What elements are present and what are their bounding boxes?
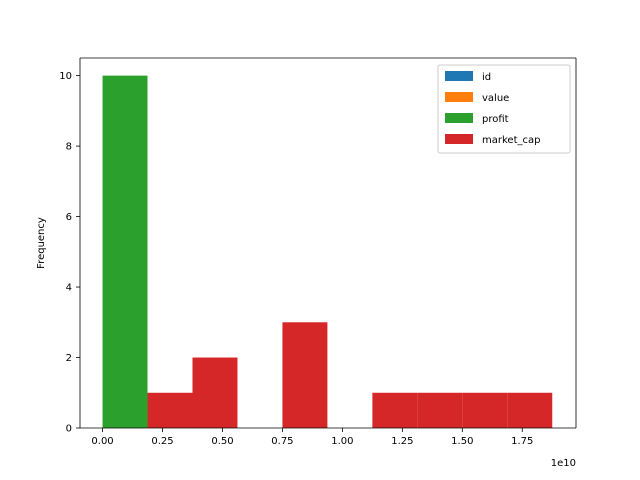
x-axis-offset-label: 1e10: [551, 458, 576, 469]
bar-market-cap-7: [462, 392, 508, 428]
bar-profit-0: [102, 75, 148, 428]
x-tick-label: 0.75: [271, 436, 293, 447]
legend-label-id: id: [482, 72, 491, 83]
legend: id value profit market_cap: [437, 64, 571, 154]
y-tick-label: 10: [59, 71, 72, 82]
legend-swatch-id: [445, 71, 473, 81]
legend-swatch-profit: [445, 113, 473, 123]
bar-market-cap-3: [282, 322, 328, 428]
legend-swatch-value: [445, 92, 473, 102]
bars-layer: [102, 75, 553, 428]
y-axis-label: Frequency: [36, 217, 47, 269]
x-tick-label: 0.50: [211, 436, 233, 447]
x-tick-label: 0.00: [91, 436, 113, 447]
y-tick-label: 6: [66, 212, 72, 223]
bar-market-cap-1: [192, 357, 238, 428]
y-tick-label: 8: [66, 142, 72, 153]
x-tick-label: 1.00: [331, 436, 353, 447]
bar-market-cap-5: [372, 392, 418, 428]
y-axis-ticks: 0 2 4 6 8 10: [59, 71, 80, 435]
legend-label-profit: profit: [482, 114, 509, 125]
y-tick-label: 2: [66, 353, 72, 364]
x-axis-ticks: 0.00 0.25 0.50 0.75 1.00 1.25 1.50 1.75: [91, 428, 533, 447]
legend-label-market-cap: market_cap: [482, 135, 540, 146]
legend-label-value: value: [482, 93, 509, 104]
bar-market-cap-0: [147, 392, 193, 428]
y-tick-label: 0: [66, 424, 72, 435]
bar-market-cap-6: [417, 392, 463, 428]
legend-swatch-market-cap: [445, 134, 473, 144]
legend-box: [437, 64, 571, 154]
bar-market-cap-8: [507, 392, 553, 428]
y-tick-label: 4: [66, 283, 72, 294]
x-tick-label: 1.50: [451, 436, 473, 447]
x-tick-label: 1.75: [511, 436, 533, 447]
x-tick-label: 0.25: [151, 436, 173, 447]
x-tick-label: 1.25: [391, 436, 413, 447]
